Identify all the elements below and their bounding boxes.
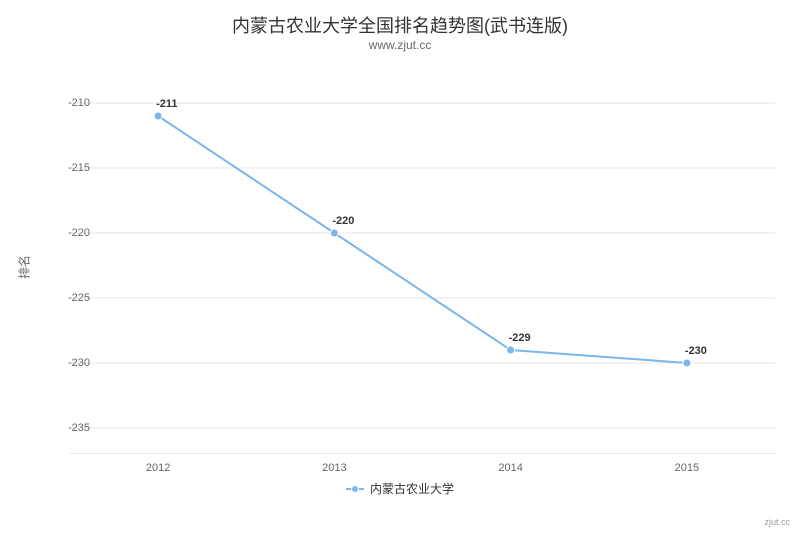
y-tick-label: -230	[40, 357, 90, 369]
ranking-chart: 内蒙古农业大学全国排名趋势图(武书连版) www.zjut.cc 排名 内蒙古农…	[0, 0, 800, 533]
data-label: -220	[332, 215, 354, 227]
chart-subtitle: www.zjut.cc	[0, 38, 800, 52]
legend-marker-icon	[346, 483, 364, 495]
y-tick-label: -210	[40, 97, 90, 109]
data-label: -230	[685, 345, 707, 357]
legend-item[interactable]: 内蒙古农业大学	[346, 480, 454, 497]
x-tick-label: 2013	[304, 462, 364, 474]
y-tick-label: -215	[40, 162, 90, 174]
x-tick-label: 2012	[128, 462, 188, 474]
y-tick-label: -235	[40, 422, 90, 434]
data-label: -229	[509, 332, 531, 344]
chart-title: 内蒙古农业大学全国排名趋势图(武书连版)	[0, 12, 800, 38]
gridlines	[70, 103, 775, 428]
y-tick-label: -225	[40, 292, 90, 304]
y-axis-label: 排名	[16, 254, 33, 278]
legend-label: 内蒙古农业大学	[370, 480, 454, 497]
data-label: -211	[156, 98, 177, 110]
legend: 内蒙古农业大学	[0, 480, 800, 498]
chart-credit: zjut.cc	[764, 517, 790, 527]
x-tick-label: 2014	[481, 462, 541, 474]
series-layer	[154, 112, 691, 367]
plot-area	[70, 64, 775, 454]
x-tick-label: 2015	[657, 462, 717, 474]
y-tick-label: -220	[40, 227, 90, 239]
chart-svg	[70, 64, 775, 454]
